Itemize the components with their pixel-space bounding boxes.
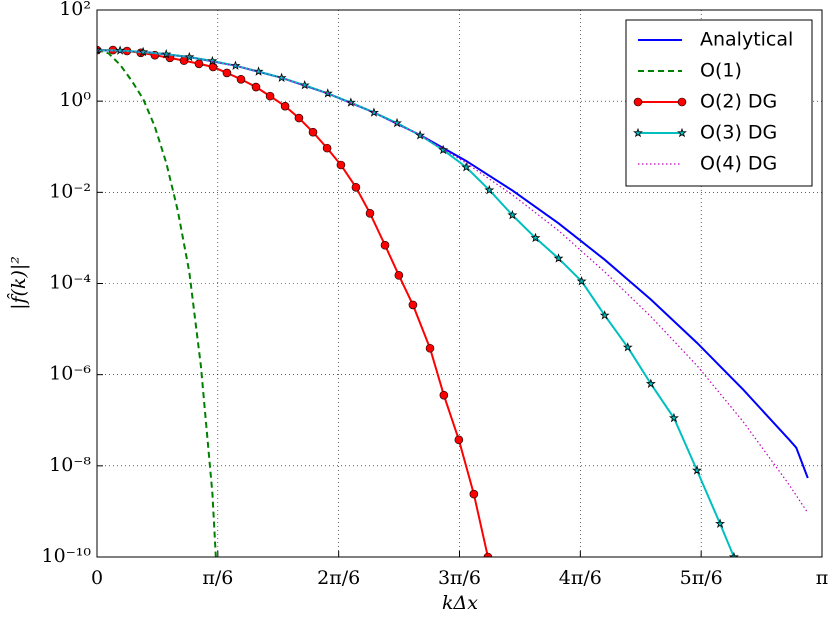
x-tick-label: 2π/6 <box>317 567 360 589</box>
data-point <box>299 79 310 90</box>
data-point <box>345 97 356 107</box>
data-point <box>439 390 449 400</box>
data-point <box>553 253 564 263</box>
legend-label: O(1) <box>700 60 742 82</box>
legend-label: O(3) DG <box>700 122 777 144</box>
legend-label: O(2) DG <box>700 91 777 113</box>
data-point <box>265 91 275 101</box>
x-tick-label: 0 <box>91 567 103 589</box>
data-point <box>280 101 290 111</box>
x-tick-label: 4π/6 <box>559 567 602 589</box>
y-axis-label: |f̂(k)|² <box>7 256 30 310</box>
data-point <box>322 143 332 153</box>
data-point <box>425 343 435 353</box>
legend-marker <box>633 127 643 138</box>
data-point <box>97 44 102 55</box>
x-tick-label: 5π/6 <box>680 567 723 589</box>
legend-marker <box>677 97 687 107</box>
x-axis-label: kΔx <box>442 592 478 614</box>
data-point <box>236 74 246 84</box>
data-point <box>728 551 739 557</box>
data-point <box>380 240 390 250</box>
y-tick-label: 10⁰ <box>59 89 91 111</box>
x-tick-label: π/6 <box>202 567 233 589</box>
y-tick-label: 10⁻¹⁰ <box>42 545 92 567</box>
data-point <box>715 518 726 528</box>
data-point <box>469 489 479 499</box>
data-point <box>253 66 264 76</box>
data-point <box>576 276 587 286</box>
data-point <box>336 160 346 170</box>
data-point <box>461 162 472 172</box>
data-point <box>530 232 541 243</box>
data-point <box>599 310 610 320</box>
data-point <box>194 59 204 69</box>
data-point <box>294 113 304 123</box>
data-point <box>454 435 464 445</box>
legend-marker <box>633 97 643 107</box>
series-line <box>97 49 489 557</box>
y-tick-label: 10² <box>59 0 91 20</box>
data-point <box>351 182 361 192</box>
y-tick-label: 10⁻⁴ <box>49 272 91 294</box>
legend-label: Analytical <box>700 29 793 51</box>
data-point <box>222 68 232 78</box>
series-line <box>97 49 217 557</box>
data-point <box>668 412 679 423</box>
plot-area <box>97 44 809 557</box>
data-point <box>645 378 656 389</box>
x-tick-label: 3π/6 <box>438 567 481 589</box>
y-tick-label: 10⁻⁶ <box>49 363 91 385</box>
data-point <box>230 60 241 70</box>
y-tick-label: 10⁻² <box>49 180 91 202</box>
data-point <box>507 209 518 220</box>
data-point <box>365 208 375 218</box>
legend-marker <box>677 127 687 138</box>
data-point <box>622 342 633 352</box>
data-point <box>138 46 149 57</box>
data-point <box>394 271 404 280</box>
data-point <box>251 82 261 92</box>
data-point <box>115 45 126 55</box>
legend-label: O(4) DG <box>700 153 777 175</box>
legend: Analytical O(1) O(2) DG O(3) DG O(4) DG <box>625 19 813 187</box>
data-point <box>308 127 318 137</box>
data-point <box>692 465 702 475</box>
x-tick-label: π <box>816 567 829 589</box>
data-point <box>483 552 493 557</box>
data-point <box>368 107 379 117</box>
data-point <box>408 300 418 310</box>
data-point <box>207 55 218 66</box>
y-tick-label: 10⁻⁸ <box>49 454 91 476</box>
data-point <box>484 184 495 195</box>
ticks: 0 π/6 2π/6 3π/6 4π/6 5π/6 π 10⁻¹⁰ 10⁻⁸ 10⁻⁶ 10⁻⁴ 10… <box>42 0 829 589</box>
